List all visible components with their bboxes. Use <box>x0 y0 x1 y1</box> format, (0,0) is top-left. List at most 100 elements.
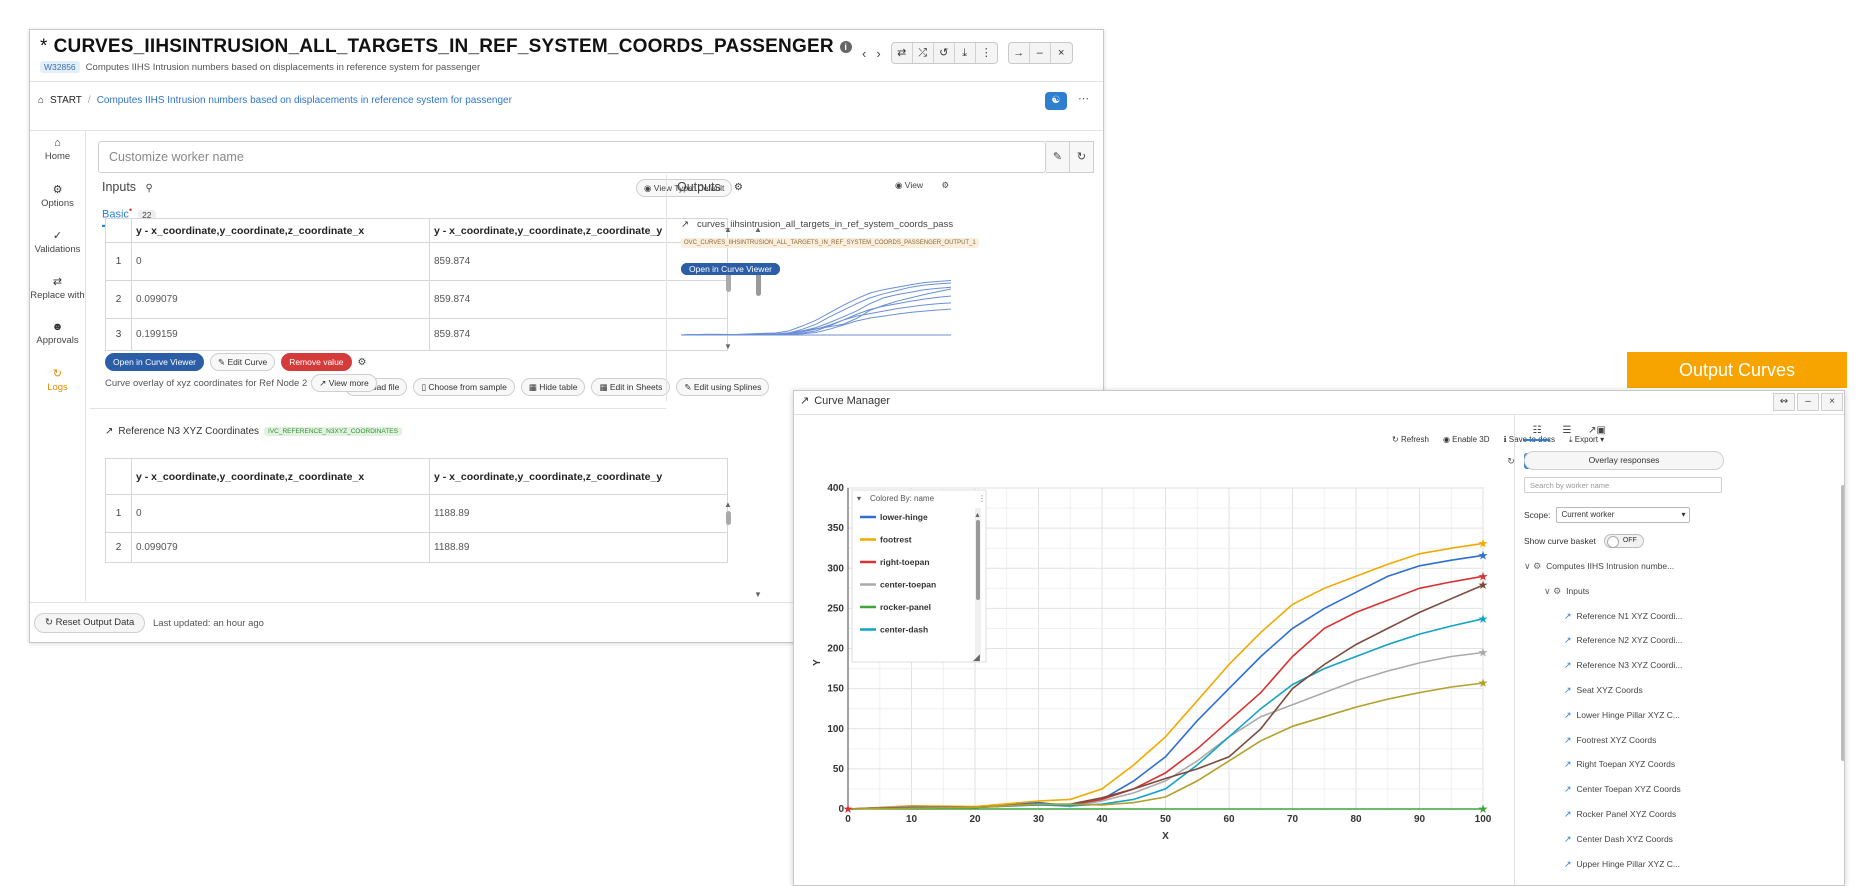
scroll-thumb[interactable] <box>755 264 761 296</box>
breadcrumb-start[interactable]: START <box>50 95 82 106</box>
nav-options[interactable]: ⚙ Options <box>30 177 85 223</box>
gear-icon[interactable]: ⚙ <box>357 356 367 368</box>
tree-item[interactable]: ↗ Right Toepan XYZ Coords <box>1524 757 1682 782</box>
worker-search-input[interactable]: Search by worker name <box>1524 477 1722 493</box>
basket-toggle[interactable]: OFF <box>1603 534 1644 548</box>
scope-select[interactable]: Current worker ▾ <box>1556 507 1691 523</box>
scroll-up-icon[interactable]: ▲ <box>724 500 732 509</box>
scroll-down-icon[interactable]: ▼ <box>754 590 762 599</box>
tree-item[interactable]: ∨ ⚙ Computes IIHS Intrusion numbe... <box>1524 559 1682 584</box>
tree-item[interactable]: ↗ Reference N2 XYZ Coordi... <box>1524 633 1682 658</box>
legend-item-rocker-panel[interactable]: rocker-panel <box>880 602 931 612</box>
scroll-up-icon[interactable]: ▲ <box>724 225 732 234</box>
output-open-curve-viewer-button[interactable]: Open in Curve Viewer <box>681 263 780 275</box>
scroll-thumb[interactable] <box>725 511 731 525</box>
series-end-marker[interactable]: ★ <box>1478 569 1489 583</box>
tab-hierarchy[interactable]: ☷ <box>1524 421 1550 441</box>
breadcrumb-current[interactable]: Computes IIHS Intrusion numbers based on… <box>96 95 512 106</box>
scroll-up-icon[interactable]: ▲ <box>974 512 981 519</box>
arrow-right-icon[interactable]: → <box>1009 43 1030 63</box>
remove-value-button[interactable]: Remove value <box>281 353 352 371</box>
tree-item[interactable]: ↗ Reference N1 XYZ Coordi... <box>1524 609 1682 634</box>
reset-zoom-icon[interactable]: ↻ <box>1507 456 1515 466</box>
page-scrollbar[interactable]: ▲ <box>754 225 762 298</box>
tree-item[interactable]: ↗ Center Toepan XYZ Coords <box>1524 782 1682 807</box>
swap-icon[interactable]: ⇄ <box>892 43 913 63</box>
output-item[interactable]: ↗ curves_iihsintrusion_all_targets_in_ref… <box>681 219 953 230</box>
legend-item-footrest[interactable]: footrest <box>880 535 912 545</box>
prev-icon[interactable]: ‹ <box>862 45 867 61</box>
tab-saved[interactable]: ↗▣ <box>1588 425 1606 436</box>
home-icon[interactable]: ⌂ <box>38 95 45 106</box>
close-icon[interactable]: × <box>1057 47 1065 59</box>
table-row[interactable]: 2 0.099079 1188.89 <box>106 533 728 563</box>
download-icon[interactable]: ⤓ <box>955 43 976 63</box>
more-vertical-icon[interactable]: ⋮ <box>978 494 986 503</box>
nav-validations[interactable]: ✓ Validations <box>30 223 85 269</box>
share-button[interactable]: ☯ <box>1045 92 1067 110</box>
minimize-icon[interactable]: – <box>1797 393 1819 411</box>
table-2-scrollbar[interactable]: ▲ <box>724 500 732 527</box>
series-line-lower-hinge[interactable] <box>847 554 1484 810</box>
series-end-marker[interactable]: ★ <box>1478 548 1489 562</box>
series-line-footrest[interactable] <box>847 542 1484 810</box>
table-row[interactable]: 3 0.199159 859.874 <box>106 319 728 351</box>
nav-approvals[interactable]: ☻ Approvals <box>30 315 85 361</box>
chevron-down-icon[interactable]: ▾ <box>857 494 861 503</box>
tree-item[interactable]: ↗ Seat XYZ Coords <box>1524 683 1682 708</box>
tree-item[interactable]: ↗ Footrest XYZ Coords <box>1524 733 1682 758</box>
enable-3d-button[interactable]: ◉ Enable 3D <box>1442 435 1490 444</box>
table-row[interactable]: 2 0.099079 859.874 <box>106 281 728 319</box>
series-end-marker[interactable]: ★ <box>1478 536 1489 550</box>
choose-sample-button[interactable]: ▯ Choose from sample <box>413 378 515 396</box>
shuffle-icon[interactable]: ⤮ <box>913 43 934 63</box>
tab-settings[interactable]: ☰ <box>1562 425 1572 436</box>
tree-item[interactable]: ↗ Reference N3 XYZ Coordi... <box>1524 658 1682 683</box>
scroll-up-icon[interactable]: ▲ <box>754 225 762 234</box>
view-type-button[interactable]: ◉ View Type: Default <box>636 179 733 197</box>
tree-item[interactable]: ∨ ⚙ Inputs <box>1524 584 1682 609</box>
more-vertical-icon[interactable]: ⋮ <box>980 47 992 59</box>
overlay-responses-button[interactable]: Overlay responses <box>1524 451 1724 470</box>
series-end-marker[interactable]: ★ <box>1478 612 1489 626</box>
tree-item[interactable]: ↗ Rocker Panel XYZ Coords <box>1524 807 1682 832</box>
tree-item[interactable]: ↗ Upper Hinge Pillar XYZ C... <box>1524 857 1682 882</box>
tree-item[interactable]: ↗ Center Dash XYZ Coords <box>1524 832 1682 857</box>
view-more-button[interactable]: ↗ View more <box>311 374 377 392</box>
hide-table-button[interactable]: ▦ Hide table <box>520 378 586 396</box>
series-line-seat[interactable] <box>847 682 1484 810</box>
info-icon[interactable]: i <box>839 40 852 53</box>
scroll-thumb[interactable] <box>725 264 731 292</box>
open-curve-viewer-button[interactable]: Open in Curve Viewer <box>105 353 204 371</box>
tree-item[interactable]: ↗ Lower Hinge Pillar XYZ C... <box>1524 708 1682 733</box>
refresh-button[interactable]: ↻ Refresh <box>1392 435 1429 444</box>
series-end-marker[interactable]: ★ <box>1478 578 1489 592</box>
inputs-settings-icon[interactable]: ⚙ <box>734 182 743 193</box>
scroll-down-icon[interactable]: ▼ <box>724 342 732 351</box>
table-1-scrollbar[interactable]: ▲ <box>724 225 732 294</box>
table-row[interactable]: 1 0 859.874 <box>106 243 728 281</box>
nav-logs[interactable]: ↻ Logs <box>30 361 85 407</box>
nav-home[interactable]: ⌂ Home <box>30 131 85 177</box>
next-icon[interactable]: › <box>876 45 881 61</box>
unlink-icon[interactable]: ↭ <box>1773 393 1795 411</box>
right-panel-scrollbar[interactable] <box>1841 485 1844 761</box>
search-icon[interactable]: ⚲ <box>145 183 153 194</box>
refresh-icon[interactable]: ↻ <box>1070 141 1094 173</box>
reset-output-button[interactable]: ↻ Reset Output Data <box>34 613 146 633</box>
series-end-marker[interactable]: ★ <box>1478 802 1489 816</box>
gear-icon[interactable]: ⚙ <box>941 180 950 190</box>
outputs-view-button[interactable]: ◉ View ⚙ <box>895 180 950 190</box>
legend-item-center-toepan[interactable]: center-toepan <box>880 580 936 590</box>
close-icon[interactable]: × <box>1821 393 1843 411</box>
legend-item-center-dash[interactable]: center-dash <box>880 625 928 635</box>
resize-icon[interactable]: ◢ <box>973 652 980 662</box>
table-1-scroll-down[interactable]: ▼ <box>724 342 732 351</box>
legend-scroll-thumb[interactable] <box>976 520 980 600</box>
series-end-marker[interactable]: ★ <box>1478 646 1489 660</box>
curve-chart[interactable]: 0 10 20 30 40 50 60 70 80 90 100 0 50 100 150 200 250 300… <box>806 473 1506 886</box>
edit-in-sheets-button[interactable]: ▦ Edit in Sheets <box>591 378 671 396</box>
output-curve-thumbnail[interactable] <box>681 273 951 339</box>
edit-icon[interactable]: ✎ <box>1046 141 1070 173</box>
worker-name-input[interactable]: Customize worker name <box>98 141 1046 173</box>
